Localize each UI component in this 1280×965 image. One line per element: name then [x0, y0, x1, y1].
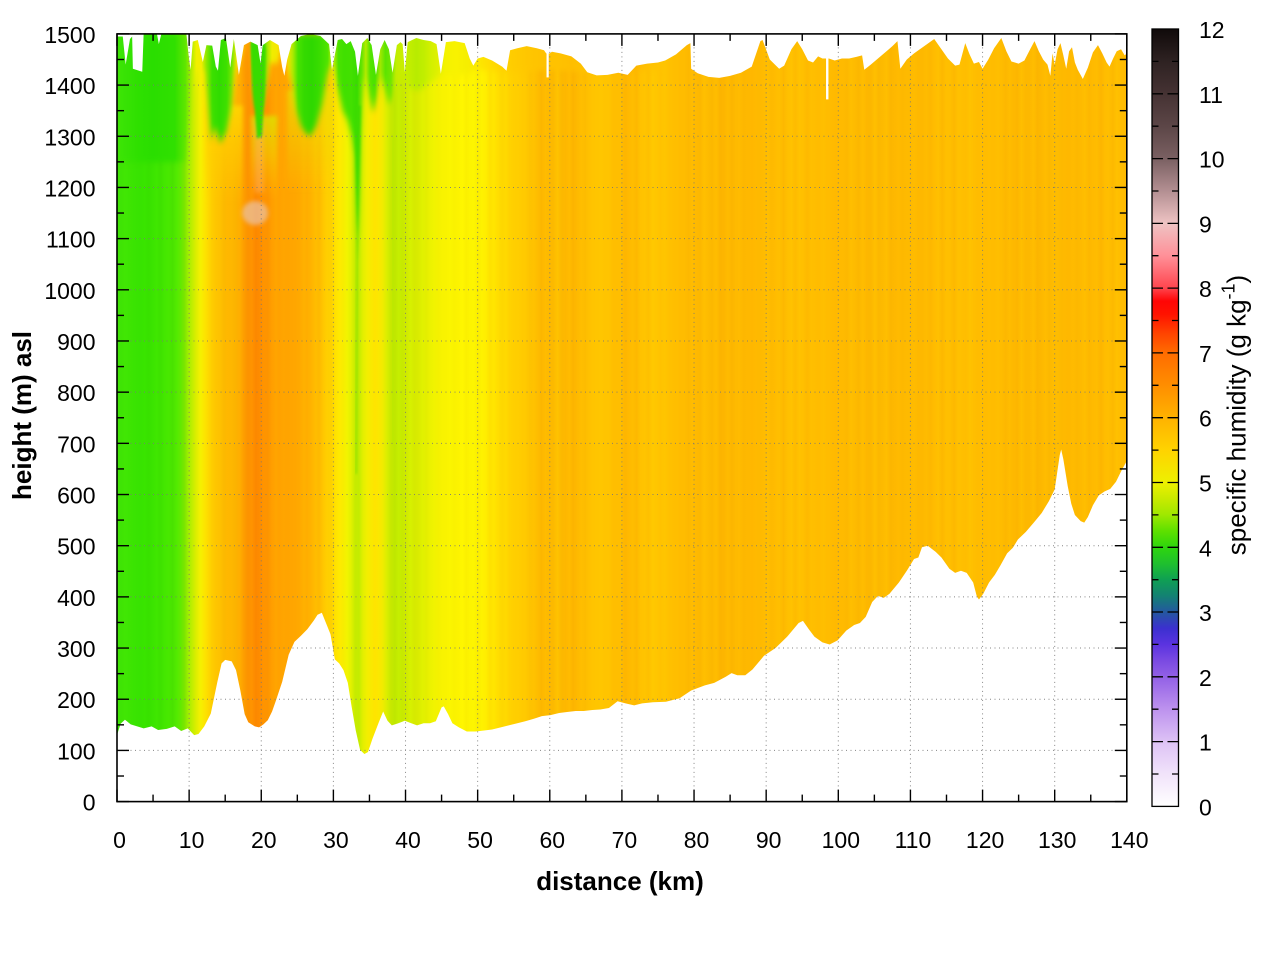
svg-text:10: 10 [1199, 147, 1225, 173]
svg-text:0: 0 [83, 790, 96, 816]
svg-text:110: 110 [895, 827, 932, 853]
svg-text:specific humidity (g kg-1): specific humidity (g kg-1) [1219, 275, 1252, 555]
svg-text:11: 11 [1199, 82, 1223, 108]
svg-text:500: 500 [57, 534, 95, 560]
svg-text:height (m) asl: height (m) asl [7, 331, 37, 500]
svg-text:20: 20 [251, 827, 277, 853]
svg-text:1300: 1300 [44, 124, 95, 150]
svg-text:600: 600 [57, 483, 95, 509]
svg-text:10: 10 [179, 827, 205, 853]
svg-text:1000: 1000 [44, 278, 95, 304]
svg-text:400: 400 [57, 585, 95, 611]
svg-text:200: 200 [57, 687, 95, 713]
svg-text:12: 12 [1199, 17, 1225, 43]
svg-text:distance (km): distance (km) [536, 866, 704, 896]
svg-text:1: 1 [1199, 730, 1212, 756]
svg-text:0: 0 [1199, 794, 1212, 820]
svg-text:900: 900 [57, 329, 95, 355]
svg-text:6: 6 [1199, 406, 1212, 432]
svg-text:1500: 1500 [44, 22, 95, 48]
svg-text:1400: 1400 [44, 73, 95, 99]
svg-text:140: 140 [1110, 827, 1148, 853]
svg-text:300: 300 [57, 636, 95, 662]
svg-text:40: 40 [395, 827, 421, 853]
svg-text:90: 90 [756, 827, 782, 853]
svg-text:800: 800 [57, 380, 95, 406]
svg-text:1100: 1100 [46, 227, 95, 253]
svg-text:100: 100 [57, 738, 95, 764]
svg-text:0: 0 [113, 827, 126, 853]
svg-text:2: 2 [1199, 665, 1212, 691]
svg-text:3: 3 [1199, 600, 1212, 626]
svg-text:1200: 1200 [44, 175, 95, 201]
svg-text:8: 8 [1199, 276, 1212, 302]
svg-text:9: 9 [1199, 211, 1212, 237]
svg-text:80: 80 [684, 827, 710, 853]
svg-text:30: 30 [323, 827, 349, 853]
svg-text:60: 60 [540, 827, 566, 853]
svg-text:120: 120 [966, 827, 1004, 853]
svg-text:4: 4 [1199, 535, 1212, 561]
svg-text:50: 50 [467, 827, 493, 853]
svg-text:130: 130 [1038, 827, 1076, 853]
svg-text:5: 5 [1199, 471, 1212, 497]
svg-text:700: 700 [57, 431, 95, 457]
svg-text:100: 100 [822, 827, 860, 853]
svg-text:70: 70 [612, 827, 638, 853]
svg-text:7: 7 [1199, 341, 1212, 367]
